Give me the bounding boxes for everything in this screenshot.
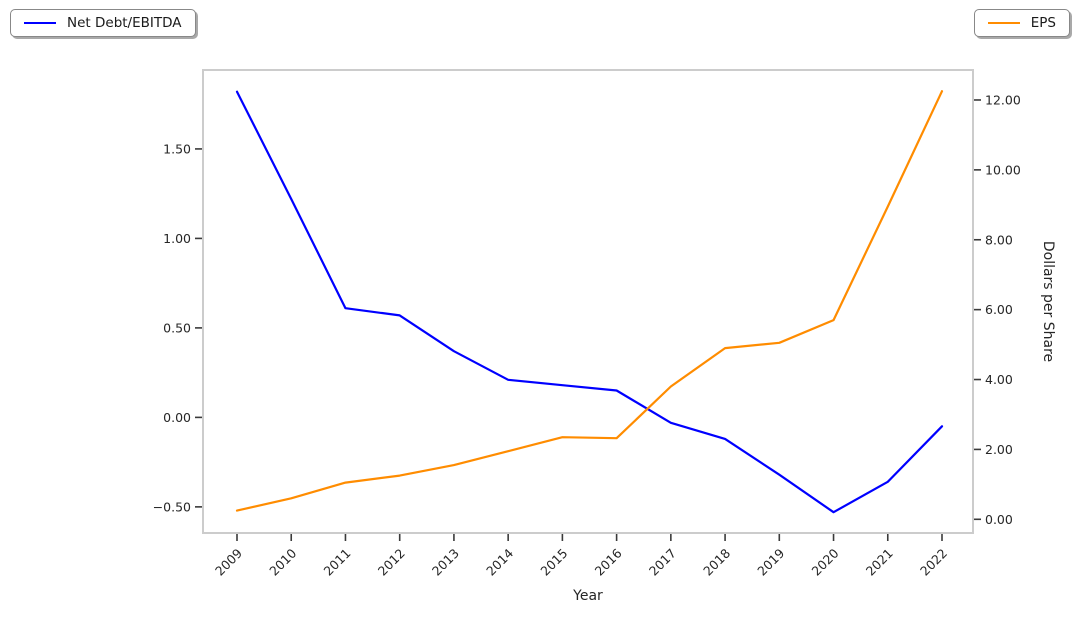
x-tick-label: 2022 bbox=[917, 546, 950, 579]
x-tick-label: 2014 bbox=[483, 545, 516, 578]
right-tick-label: 12.00 bbox=[985, 92, 1021, 107]
net-debt-ebitda-line bbox=[235, 90, 944, 514]
right-axis-title: Dollars per Share bbox=[1040, 241, 1056, 362]
x-tick-label: 2015 bbox=[537, 546, 570, 579]
x-tick-label: 2021 bbox=[863, 546, 896, 579]
legend-net-debt-label: Net Debt/EBITDA bbox=[67, 15, 182, 31]
x-tick-label: 2019 bbox=[754, 545, 787, 578]
left-tick-label: 1.50 bbox=[163, 141, 191, 156]
x-tick-label: 2016 bbox=[592, 545, 625, 578]
left-tick-label: 1.00 bbox=[163, 231, 191, 246]
x-tick-label: 2020 bbox=[809, 545, 842, 578]
left-tick-label: −0.50 bbox=[153, 499, 191, 514]
left-tick-label: 0.00 bbox=[163, 410, 191, 425]
x-tick-label: 2017 bbox=[646, 546, 679, 579]
eps-line-swatch bbox=[987, 21, 1020, 25]
x-axis: 2009 2010 2011 2012 2013 2014 2015 2016 2017 2018… bbox=[212, 534, 950, 579]
right-tick-label: 0.00 bbox=[985, 512, 1013, 527]
plot-border bbox=[202, 69, 974, 534]
left-axis: 1.50 1.00 0.50 0.00 −0.50 bbox=[153, 141, 202, 514]
right-tick-label: 2.00 bbox=[985, 442, 1013, 457]
eps-line bbox=[235, 90, 944, 512]
x-tick-label: 2018 bbox=[700, 545, 733, 578]
left-tick-label: 0.50 bbox=[163, 320, 191, 335]
x-axis-title: Year bbox=[572, 588, 603, 604]
x-tick-label: 2009 bbox=[212, 545, 245, 578]
net-debt-line-swatch bbox=[24, 21, 56, 25]
legend-net-debt-ebitda: Net Debt/EBITDA bbox=[10, 9, 196, 37]
right-tick-label: 10.00 bbox=[985, 162, 1021, 177]
x-tick-label: 2010 bbox=[266, 545, 299, 578]
x-tick-label: 2011 bbox=[320, 546, 353, 579]
right-tick-label: 6.00 bbox=[985, 302, 1013, 317]
x-tick-label: 2013 bbox=[429, 546, 462, 579]
right-tick-label: 4.00 bbox=[985, 372, 1013, 387]
right-tick-label: 8.00 bbox=[985, 232, 1013, 247]
legend-eps: EPS bbox=[973, 9, 1070, 37]
right-axis: 12.00 10.00 8.00 6.00 4.00 2.00 0.00 bbox=[974, 92, 1021, 527]
x-tick-label: 2012 bbox=[375, 546, 408, 579]
legend-eps-label: EPS bbox=[1030, 15, 1056, 31]
